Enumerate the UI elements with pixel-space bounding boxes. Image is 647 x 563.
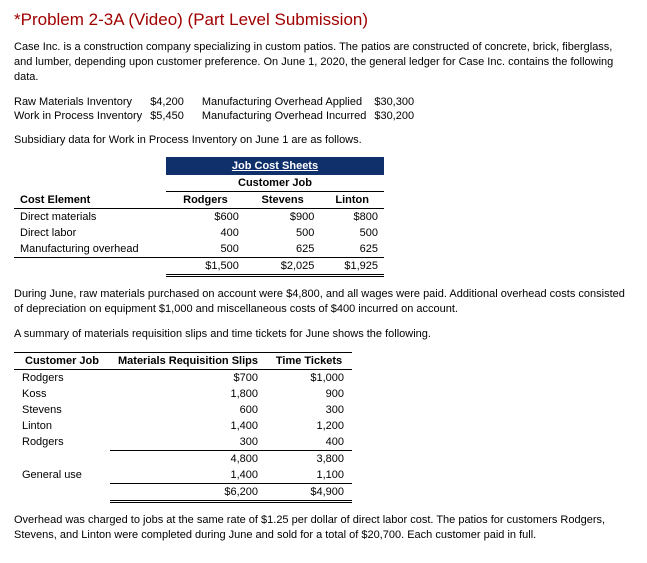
mat-value: $1,000 <box>266 369 352 386</box>
mat-total: $4,900 <box>266 483 352 501</box>
ledger-table: Raw Materials Inventory $4,200 Manufactu… <box>14 95 432 123</box>
mat-label: General use <box>14 467 110 484</box>
table-row: Rodgers300400 <box>14 434 352 451</box>
table-row-subtotal: 4,8003,800 <box>14 450 352 467</box>
ledger-value: $4,200 <box>150 95 202 109</box>
table-row: Raw Materials Inventory $4,200 Manufactu… <box>14 95 432 109</box>
mat-label: Stevens <box>14 402 110 418</box>
table-row: Work in Process Inventory $5,450 Manufac… <box>14 109 432 123</box>
jcs-label: Direct materials <box>14 209 166 226</box>
jcs-value: $900 <box>245 209 321 226</box>
mat-label: Linton <box>14 418 110 434</box>
mat-header: Materials Requisition Slips <box>110 352 266 369</box>
ledger-label: Raw Materials Inventory <box>14 95 150 109</box>
table-row-total: $1,500 $2,025 $1,925 <box>14 258 384 276</box>
mat-value: 1,400 <box>110 467 266 484</box>
jcs-value: 500 <box>320 225 384 241</box>
table-row: Koss1,800900 <box>14 386 352 402</box>
jcs-col: Stevens <box>245 192 321 209</box>
jcs-value: 625 <box>245 241 321 258</box>
jcs-total: $2,025 <box>245 258 321 276</box>
jcs-row-header: Cost Element <box>14 192 166 209</box>
page-title: *Problem 2-3A (Video) (Part Level Submis… <box>14 10 633 30</box>
mat-header: Time Tickets <box>266 352 352 369</box>
ledger-label: Work in Process Inventory <box>14 109 150 123</box>
ledger-value: $5,450 <box>150 109 202 123</box>
jcs-value: 500 <box>245 225 321 241</box>
table-row: General use1,4001,100 <box>14 467 352 484</box>
mat-total: $6,200 <box>110 483 266 501</box>
mat-value: 300 <box>266 402 352 418</box>
footer-paragraph: Overhead was charged to jobs at the same… <box>14 513 633 543</box>
jcs-value: 500 <box>166 241 245 258</box>
job-cost-sheets-table: Job Cost Sheets Customer Job Cost Elemen… <box>14 157 384 277</box>
jcs-group-header: Customer Job <box>166 175 384 192</box>
mat-header: Customer Job <box>14 352 110 369</box>
mat-value: 400 <box>266 434 352 451</box>
mat-label: Koss <box>14 386 110 402</box>
jcs-value: $800 <box>320 209 384 226</box>
mat-label: Rodgers <box>14 434 110 451</box>
mat-value: 900 <box>266 386 352 402</box>
ledger-value: $30,300 <box>374 95 432 109</box>
materials-table: Customer Job Materials Requisition Slips… <box>14 352 352 503</box>
jcs-total: $1,500 <box>166 258 245 276</box>
jcs-col: Rodgers <box>166 192 245 209</box>
ledger-label: Manufacturing Overhead Applied <box>202 95 374 109</box>
table-row: Linton1,4001,200 <box>14 418 352 434</box>
mat-value: 1,400 <box>110 418 266 434</box>
mid-paragraph-2: A summary of materials requisition slips… <box>14 327 633 342</box>
mat-value: 1,100 <box>266 467 352 484</box>
jcs-label: Direct labor <box>14 225 166 241</box>
jcs-total: $1,925 <box>320 258 384 276</box>
table-row-total: $6,200$4,900 <box>14 483 352 501</box>
ledger-value: $30,200 <box>374 109 432 123</box>
table-row: Manufacturing overhead 500 625 625 <box>14 241 384 258</box>
table-row: Direct labor 400 500 500 <box>14 225 384 241</box>
mat-subtotal: 3,800 <box>266 450 352 467</box>
ledger-label: Manufacturing Overhead Incurred <box>202 109 374 123</box>
jcs-banner: Job Cost Sheets <box>166 157 384 175</box>
jcs-value: 400 <box>166 225 245 241</box>
table-row: Direct materials $600 $900 $800 <box>14 209 384 226</box>
mat-label: Rodgers <box>14 369 110 386</box>
jcs-value: 625 <box>320 241 384 258</box>
mat-value: 1,200 <box>266 418 352 434</box>
jcs-value: $600 <box>166 209 245 226</box>
mid-paragraph-1: During June, raw materials purchased on … <box>14 287 633 317</box>
table-row: Rodgers$700$1,000 <box>14 369 352 386</box>
jcs-label: Manufacturing overhead <box>14 241 166 258</box>
mat-value: $700 <box>110 369 266 386</box>
mat-value: 600 <box>110 402 266 418</box>
mat-value: 1,800 <box>110 386 266 402</box>
jcs-col: Linton <box>320 192 384 209</box>
mat-value: 300 <box>110 434 266 451</box>
table-row: Stevens600300 <box>14 402 352 418</box>
intro-paragraph: Case Inc. is a construction company spec… <box>14 40 633 85</box>
mat-subtotal: 4,800 <box>110 450 266 467</box>
sub-intro: Subsidiary data for Work in Process Inve… <box>14 133 633 148</box>
